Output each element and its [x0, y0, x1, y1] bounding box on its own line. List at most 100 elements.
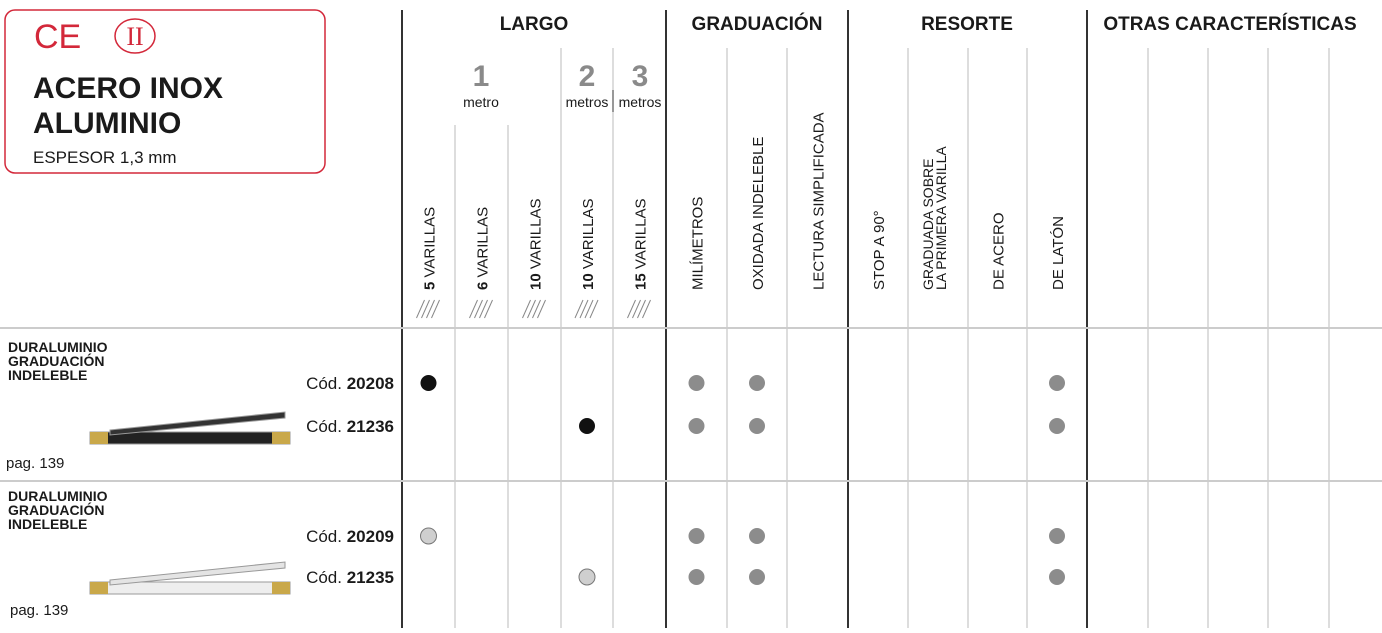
group-header: RESORTE: [921, 14, 1013, 35]
length-number: 2: [579, 60, 596, 93]
page-ref: pag. 139: [10, 602, 68, 619]
product-code: Cód. 21236: [306, 417, 394, 436]
column-number: 15: [633, 273, 650, 290]
column-label: VARILLAS: [475, 207, 492, 278]
rod-stroke: [574, 299, 584, 319]
group-header: OTRAS CARACTERÍSTICAS: [1103, 13, 1356, 35]
rod-icon: [469, 299, 493, 319]
rod-stroke: [479, 299, 488, 319]
column-label: LECTURA SIMPLIFICADA: [811, 112, 828, 290]
product-name: INDELEBLE: [8, 516, 87, 532]
column-header: LECTURA SIMPLIFICADA: [811, 112, 828, 290]
rod-icon: [627, 299, 651, 319]
column-label: STOP A 90°: [871, 210, 888, 290]
feature-dot: [420, 375, 437, 391]
feature-dot: [688, 418, 705, 434]
column-label: OXIDADA INDELEBLE: [750, 137, 767, 290]
column-number: 10: [528, 273, 545, 290]
feature-dot: [1049, 569, 1065, 585]
rod-stroke: [421, 299, 430, 319]
badge-box: [4, 9, 326, 174]
ruler-tip: [272, 582, 290, 594]
length-number: 3: [632, 60, 649, 93]
column-header: OXIDADA INDELEBLE: [750, 137, 767, 290]
code-prefix: Cód.: [306, 568, 342, 587]
product-code: Cód. 20208: [306, 374, 394, 393]
rod-icon: [522, 299, 546, 319]
rod-icon: [574, 299, 599, 319]
column-label: DE LATÓN: [1050, 216, 1067, 290]
length-number: 1: [473, 60, 490, 93]
ruler-tip: [90, 582, 108, 594]
column-label: VARILLAS: [528, 199, 545, 270]
column-header: 15 VARILLAS: [633, 199, 650, 290]
class-circle: [114, 18, 156, 54]
rod-stroke: [426, 299, 435, 319]
product-code: Cód. 21235: [306, 568, 394, 587]
feature-dot: [1049, 418, 1065, 434]
column-header: DE ACERO: [991, 212, 1008, 290]
feature-dot: [688, 528, 705, 544]
rod-stroke: [579, 299, 589, 319]
feature-dot: [578, 568, 596, 586]
code-prefix: Cód.: [306, 527, 342, 546]
product-name: INDELEBLE: [8, 367, 87, 383]
class-mark: II: [126, 22, 143, 51]
code-prefix: Cód.: [306, 417, 342, 436]
rod-stroke: [637, 299, 646, 319]
rod-stroke: [532, 299, 541, 319]
material: ACERO INOX: [33, 72, 223, 105]
length-unit: metros: [619, 94, 662, 110]
ce-mark: CE: [34, 18, 81, 56]
column-number: 10: [580, 273, 597, 290]
column-label: MILÍMETROS: [690, 197, 707, 290]
column-header: STOP A 90°: [871, 210, 888, 290]
code-number: 20208: [347, 374, 394, 393]
ruler-tip: [90, 432, 108, 444]
feature-dot: [749, 569, 765, 585]
column-label: VARILLAS: [580, 199, 597, 270]
feature-dot: [688, 569, 705, 585]
column-label: DE ACERO: [991, 212, 1008, 290]
rod-stroke: [584, 299, 594, 319]
column-header: MILÍMETROS: [690, 197, 707, 290]
group-header: LARGO: [500, 14, 569, 35]
rod-stroke: [484, 299, 493, 319]
rod-stroke: [527, 299, 536, 319]
rod-icon: [416, 299, 440, 319]
length-unit: metros: [566, 94, 609, 110]
page-ref: pag. 139: [6, 455, 64, 472]
rod-stroke: [537, 299, 546, 319]
rod-stroke: [632, 299, 641, 319]
ruler-image: [89, 411, 291, 445]
column-header: DE LATÓN: [1050, 216, 1067, 290]
rod-stroke: [589, 299, 599, 319]
feature-dot: [749, 418, 765, 434]
product-name: DURALUMINIO: [8, 339, 108, 355]
column-label: VARILLAS: [633, 199, 650, 270]
product-name: GRADUACIÓN: [8, 501, 104, 518]
code-number: 21236: [347, 417, 394, 436]
rod-stroke: [431, 299, 440, 319]
column-header: 10 VARILLAS: [580, 199, 597, 290]
column-header: GRADUADA SOBRE: [920, 159, 936, 290]
column-number: 6: [475, 282, 492, 290]
product-name: DURALUMINIO: [8, 488, 108, 504]
rod-stroke: [642, 299, 651, 319]
column-header: 10 VARILLAS: [528, 199, 545, 290]
rod-stroke: [416, 299, 425, 319]
column-header: 6 VARILLAS: [475, 207, 492, 290]
code-number: 21235: [347, 568, 394, 587]
column-number: 5: [422, 282, 439, 290]
length-unit: metro: [463, 94, 499, 110]
ruler-arm: [109, 411, 286, 436]
thickness: ESPESOR 1,3 mm: [33, 148, 177, 167]
feature-dot: [579, 418, 595, 434]
column-label: VARILLAS: [422, 207, 439, 278]
column-header: LA PRIMERA VARILLA: [933, 146, 949, 290]
feature-dot: [749, 375, 765, 391]
ruler-tip: [272, 432, 290, 444]
product-name: GRADUACIÓN: [8, 352, 104, 369]
code-prefix: Cód.: [306, 374, 342, 393]
